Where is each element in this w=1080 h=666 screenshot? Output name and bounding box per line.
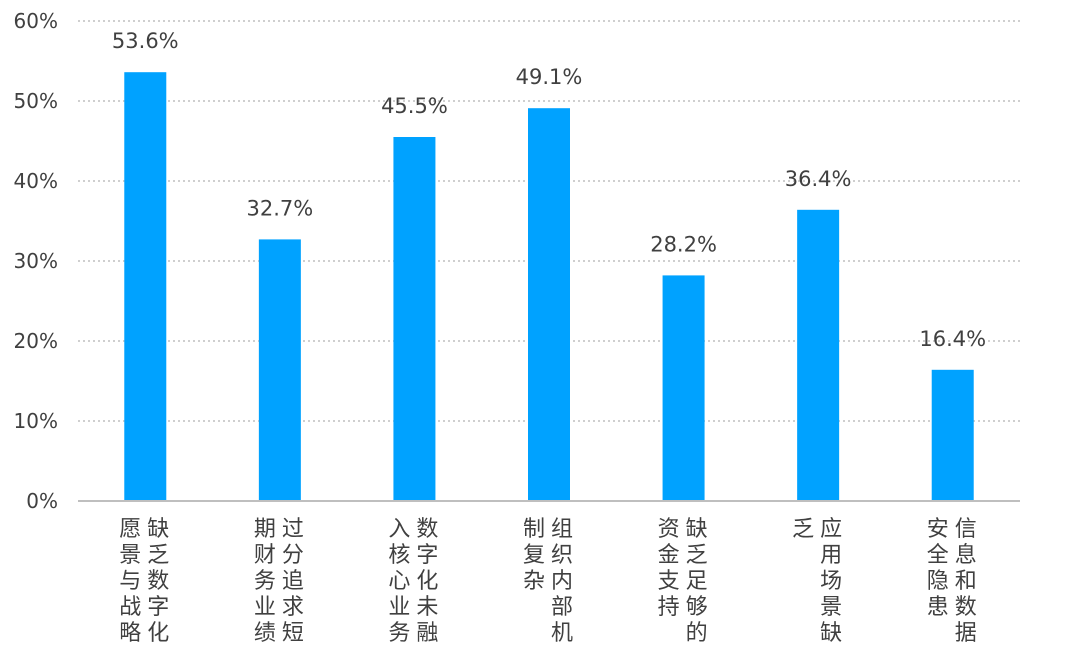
y-tick-label: 60% <box>14 9 58 33</box>
x-tick-label-char: 数 <box>955 595 977 620</box>
y-axis-ticks: 0% 10% 20% 30% 40% 50% 60% <box>14 9 58 513</box>
x-tick-label-char: 支 <box>658 569 680 594</box>
x-tick-label-char: 安 <box>927 517 949 542</box>
x-tick-label-char: 心 <box>388 569 410 594</box>
y-tick-label: 0% <box>26 489 58 513</box>
bar <box>258 239 301 501</box>
x-tick-label-char: 内 <box>551 569 573 594</box>
x-tick-label-char: 乏 <box>686 543 708 568</box>
x-tick-label-char: 患 <box>927 595 949 620</box>
x-tick-label-char: 用 <box>820 543 842 568</box>
x-tick-label-char: 和 <box>955 569 977 594</box>
x-tick-label-char: 资 <box>658 517 680 542</box>
x-tick-label-char: 期 <box>254 517 276 542</box>
bars <box>124 72 974 502</box>
x-tick-label-char: 金 <box>658 543 680 568</box>
x-tick-label-char: 入 <box>388 517 410 542</box>
bar <box>662 275 705 501</box>
x-tick-label-char: 过 <box>282 517 304 542</box>
data-label: 49.1% <box>516 65 583 89</box>
data-label: 53.6% <box>112 29 179 53</box>
x-tick-label-char: 组 <box>551 517 573 542</box>
x-axis-labels: 缺乏数字化愿景与战略过分追求短期财务业绩数字化未融入核心业务组织内部机制复杂缺乏… <box>119 517 976 646</box>
x-tick-label-char: 杂 <box>523 569 545 594</box>
x-tick-label-char: 略 <box>119 621 141 646</box>
x-tick-label-char: 够 <box>686 595 708 620</box>
x-tick-label-char: 缺 <box>820 621 842 646</box>
x-tick-label-char: 业 <box>254 595 276 620</box>
x-tick-label-char: 务 <box>388 621 410 646</box>
x-tick-label-char: 化 <box>416 569 438 594</box>
x-tick-label-char: 景 <box>119 543 141 568</box>
x-tick-label-char: 绩 <box>254 621 276 646</box>
x-tick-label-char: 乏 <box>147 543 169 568</box>
data-label: 16.4% <box>919 327 986 351</box>
x-tick-label-char: 缺 <box>147 517 169 542</box>
y-tick-label: 10% <box>14 409 58 433</box>
data-label: 32.7% <box>246 196 313 220</box>
x-tick-label-char: 持 <box>658 595 680 620</box>
x-tick-label-char: 分 <box>282 543 304 568</box>
x-tick-label-char: 务 <box>254 569 276 594</box>
x-tick-label-char: 追 <box>282 569 304 594</box>
data-label: 36.4% <box>785 167 852 191</box>
x-tick-label-char: 与 <box>119 569 141 594</box>
data-label: 28.2% <box>650 232 717 256</box>
x-tick-label-char: 字 <box>416 543 438 568</box>
x-tick-label-char: 景 <box>820 595 842 620</box>
bar <box>124 72 167 501</box>
x-tick-label-char: 织 <box>551 543 573 568</box>
x-tick-label-char: 缺 <box>686 517 708 542</box>
x-tick-label-char: 据 <box>955 621 977 646</box>
x-tick-label-char: 应 <box>820 517 842 542</box>
x-tick-label-char: 场 <box>820 569 842 594</box>
x-tick-label-char: 全 <box>927 543 949 568</box>
x-tick-label-char: 战 <box>119 595 141 620</box>
data-label: 45.5% <box>381 94 448 118</box>
y-tick-label: 30% <box>14 249 58 273</box>
x-tick-label-char: 业 <box>388 595 410 620</box>
x-tick-label-char: 未 <box>416 595 438 620</box>
y-tick-label: 20% <box>14 329 58 353</box>
x-tick-label-char: 短 <box>282 621 304 646</box>
x-tick-label-char: 数 <box>416 517 438 542</box>
x-tick-label-char: 信 <box>955 517 977 542</box>
x-tick-label-char: 复 <box>523 543 545 568</box>
x-tick-label-char: 字 <box>147 595 169 620</box>
y-tick-label: 40% <box>14 169 58 193</box>
data-labels: 53.6% 32.7% 45.5% 49.1% 28.2% 36.4% 16.4% <box>112 29 986 351</box>
bar <box>393 137 436 501</box>
x-tick-label-char: 的 <box>686 621 708 646</box>
x-tick-label-char: 求 <box>282 595 304 620</box>
x-tick-label-char: 隐 <box>927 569 949 594</box>
x-tick-label-char: 足 <box>686 569 708 594</box>
bar <box>797 209 840 502</box>
x-tick-label-char: 财 <box>254 543 276 568</box>
x-tick-label-char: 愿 <box>119 517 141 542</box>
x-tick-label-char: 核 <box>388 543 410 568</box>
bar <box>528 108 570 501</box>
x-tick-label-char: 息 <box>955 543 977 568</box>
x-tick-label-char: 制 <box>523 517 545 542</box>
x-tick-label-char: 乏 <box>792 517 814 542</box>
x-tick-label-char: 机 <box>551 621 573 646</box>
bar <box>931 369 974 501</box>
y-tick-label: 50% <box>14 89 58 113</box>
x-tick-label-char: 融 <box>416 621 438 646</box>
x-tick-label-char: 化 <box>147 621 169 646</box>
x-tick-label-char: 部 <box>551 595 573 620</box>
x-tick-label-char: 数 <box>147 569 169 594</box>
